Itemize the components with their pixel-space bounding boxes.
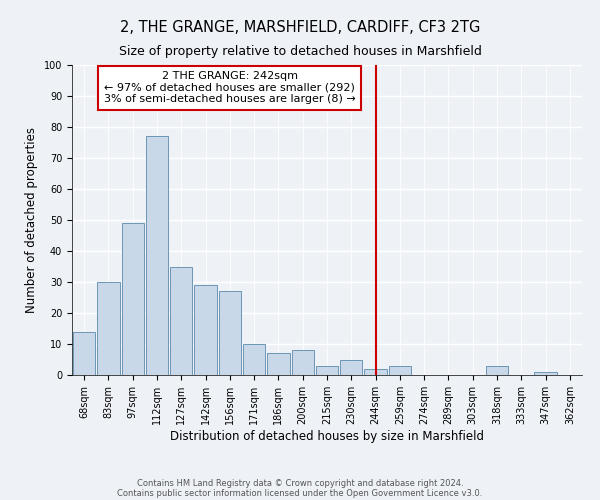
Bar [146,136,168,375]
Text: Size of property relative to detached houses in Marshfield: Size of property relative to detached ho… [119,45,481,58]
X-axis label: Distribution of detached houses by size in Marshfield: Distribution of detached houses by size … [170,430,484,442]
Text: Contains HM Land Registry data © Crown copyright and database right 2024.: Contains HM Land Registry data © Crown c… [137,478,463,488]
Bar [535,372,557,375]
Bar [122,223,144,375]
Bar [170,266,193,375]
Bar [218,292,241,375]
Y-axis label: Number of detached properties: Number of detached properties [25,127,38,313]
Bar [316,366,338,375]
Bar [97,282,119,375]
Text: 2, THE GRANGE, MARSHFIELD, CARDIFF, CF3 2TG: 2, THE GRANGE, MARSHFIELD, CARDIFF, CF3 … [120,20,480,35]
Bar [389,366,411,375]
Bar [364,369,387,375]
Bar [73,332,95,375]
Text: Contains public sector information licensed under the Open Government Licence v3: Contains public sector information licen… [118,488,482,498]
Bar [340,360,362,375]
Bar [243,344,265,375]
Bar [194,285,217,375]
Text: 2 THE GRANGE: 242sqm
← 97% of detached houses are smaller (292)
3% of semi-detac: 2 THE GRANGE: 242sqm ← 97% of detached h… [104,71,356,104]
Bar [486,366,508,375]
Bar [292,350,314,375]
Bar [267,354,290,375]
